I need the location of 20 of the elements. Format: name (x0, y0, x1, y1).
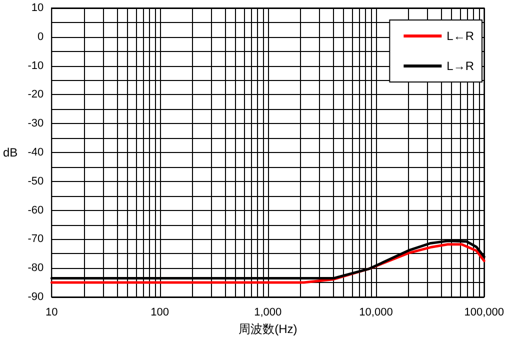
x-tick-label: 100 (150, 306, 169, 318)
legend-label: L→R (446, 59, 474, 73)
x-tick-label: 1,000 (254, 306, 282, 318)
x-tick-label: 10,000 (359, 306, 393, 318)
x-axis-title: 周波数(Hz) (238, 322, 298, 336)
y-tick-label: -50 (28, 175, 44, 188)
y-tick-label: -20 (28, 88, 44, 101)
y-tick-label: -10 (28, 60, 44, 72)
y-tick-label: -40 (28, 146, 44, 158)
y-axis-title: dB (2, 146, 18, 160)
y-tick-label: -60 (28, 204, 44, 216)
y-tick-label: -70 (28, 233, 44, 246)
y-tick-label: 0 (38, 30, 44, 43)
y-tick-label: -80 (28, 262, 44, 274)
y-tick-label: -90 (28, 291, 44, 303)
y-tick-label: -30 (28, 118, 44, 130)
legend-label: L←R (446, 29, 474, 43)
x-tick-label: 100,000 (464, 306, 504, 318)
y-tick-label: 10 (31, 2, 44, 14)
x-tick-label: 10 (46, 306, 58, 318)
